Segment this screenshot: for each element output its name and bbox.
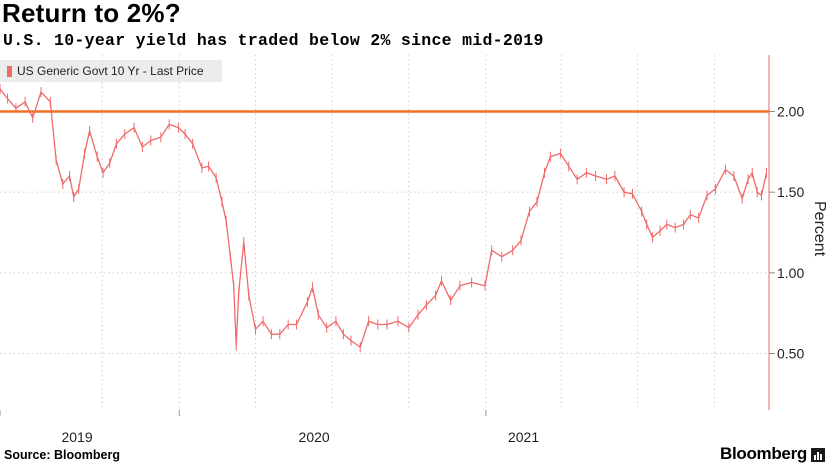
y-tick-label: 1.50 (777, 184, 804, 200)
y-tick-label: 0.50 (777, 346, 804, 362)
x-tick-label: 2019 (61, 429, 92, 445)
brand-logo: Bloomberg (719, 444, 807, 463)
y-axis-label: Percent (811, 201, 828, 257)
legend-label: US Generic Govt 10 Yr - Last Price (17, 64, 204, 78)
y-tick-label: 2.00 (777, 103, 804, 119)
x-tick-label: 2021 (508, 429, 539, 445)
x-tick-label: 2020 (299, 429, 330, 445)
legend-swatch (7, 65, 12, 77)
bloomberg-icon (811, 448, 825, 462)
legend: US Generic Govt 10 Yr - Last Price (0, 60, 222, 82)
y-tick-label: 1.00 (777, 265, 804, 281)
chart-title: Return to 2%? (2, 0, 181, 28)
chart-subtitle: U.S. 10-year yield has traded below 2% s… (3, 31, 544, 50)
source-note: Source: Bloomberg (4, 448, 120, 462)
series-line (0, 88, 768, 348)
